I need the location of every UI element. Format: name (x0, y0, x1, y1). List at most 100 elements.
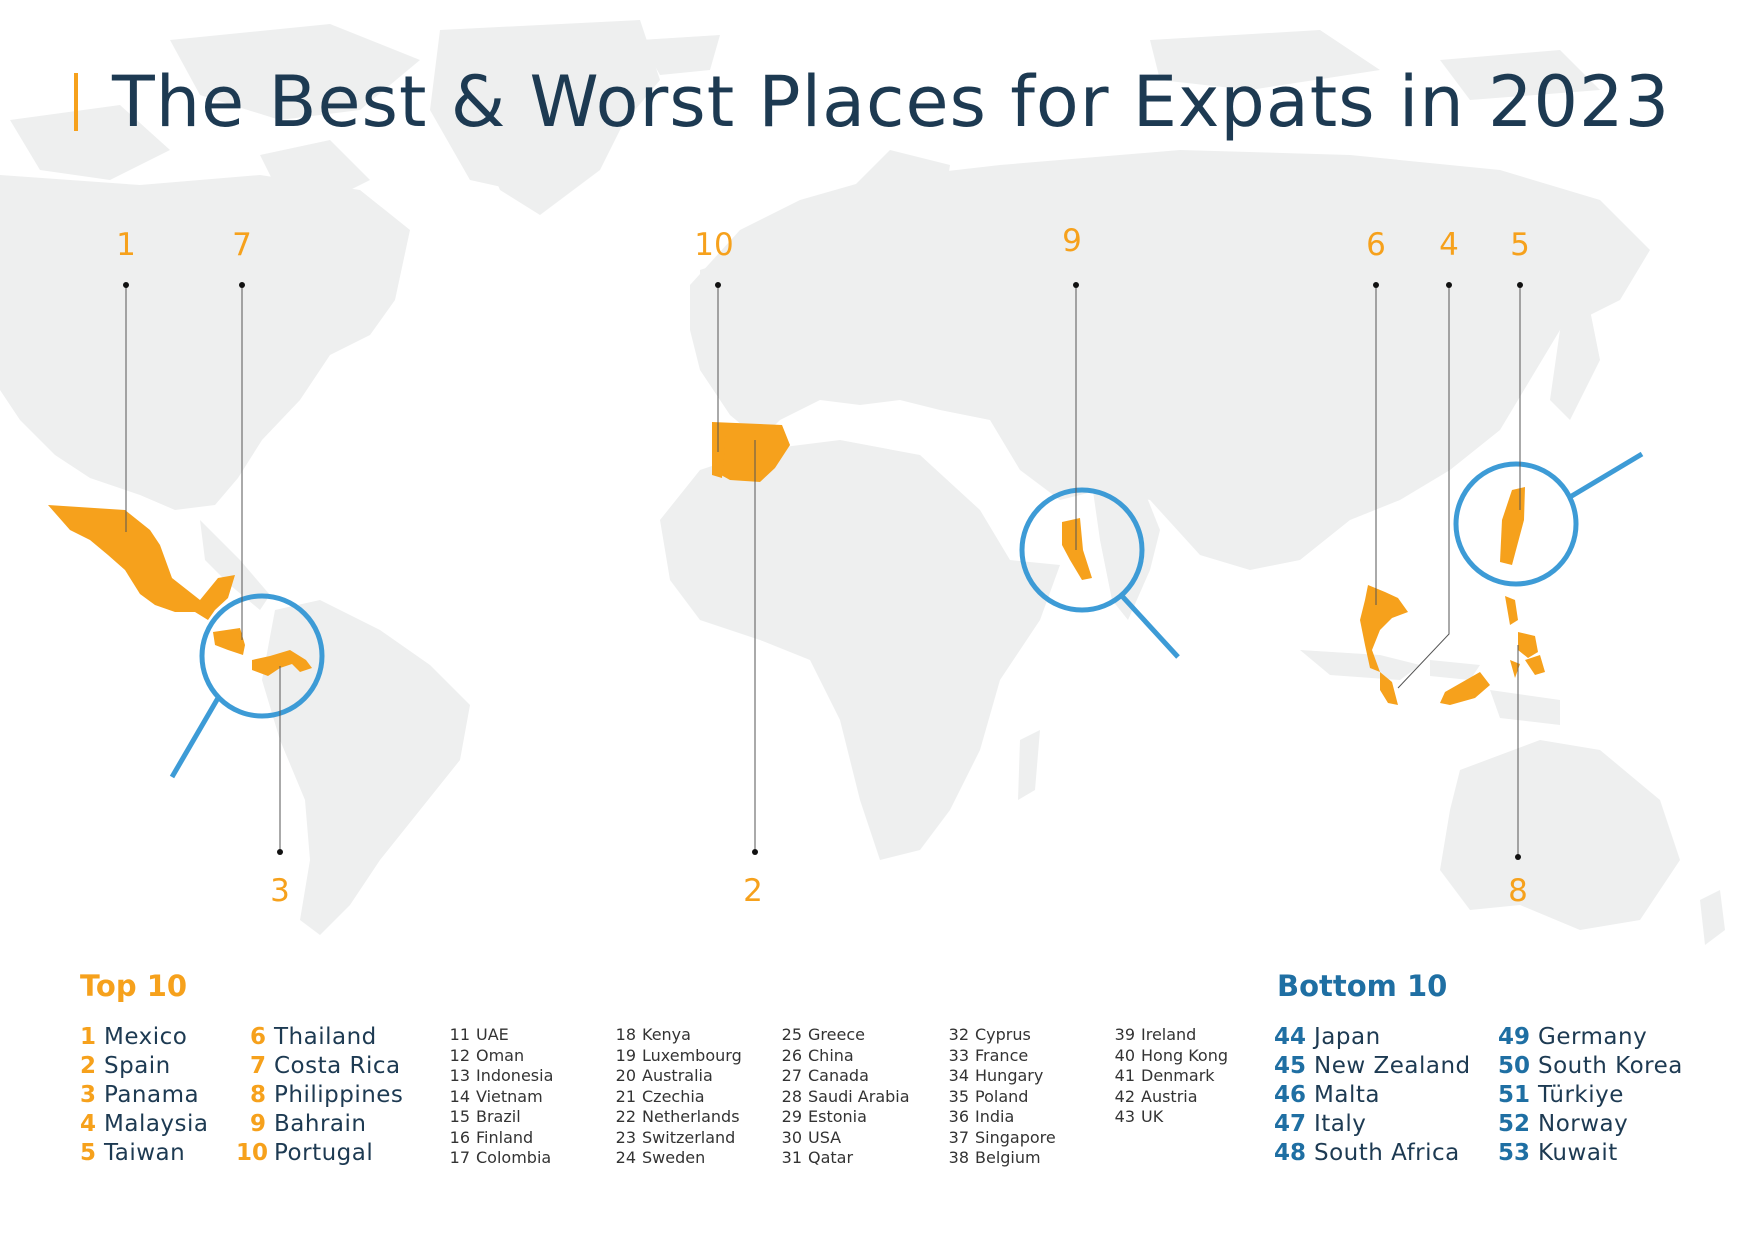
bottom-10-column-1: 44 Japan 45 New Zealand 46 Malta 47 Italy 48 Sout… (1266, 1024, 1471, 1169)
rank-number: 7 (249, 1053, 266, 1079)
ranking-row: 51 Türkiye (1490, 1082, 1683, 1111)
rank-number: 3 (79, 1082, 96, 1108)
rank-number: 48 (1273, 1140, 1306, 1166)
panama-shape (252, 650, 312, 676)
ranking-row: 29 Estonia (780, 1107, 910, 1128)
country-name: Switzerland (642, 1127, 736, 1147)
rank-number: 14 (449, 1086, 470, 1106)
country-name: Greece (808, 1025, 865, 1044)
rank-number: 50 (1497, 1053, 1530, 1079)
rank-number: 9 (249, 1111, 266, 1137)
country-name: Hong Kong (1141, 1045, 1228, 1065)
thailand-shape (1360, 585, 1408, 672)
country-name: Poland (975, 1086, 1029, 1106)
ranking-row: 33 France (947, 1046, 1056, 1067)
rank-number: 24 (615, 1148, 636, 1167)
country-name: Vietnam (476, 1086, 543, 1106)
ranks-32-38-column: 32 Cyprus 33 France 34 Hungary 35 Poland 36 India… (947, 1025, 1056, 1169)
page-title: The Best & Worst Places for Expats in 20… (112, 61, 1671, 143)
rank-number: 21 (615, 1086, 636, 1106)
ranking-row: 6 Thailand (236, 1024, 403, 1053)
rank-number: 19 (615, 1045, 636, 1065)
ranking-row: 27 Canada (780, 1066, 910, 1087)
ranking-row: 42 Austria (1113, 1087, 1228, 1108)
rank-number: 25 (781, 1025, 802, 1044)
rank-number: 40 (1114, 1045, 1135, 1065)
ranking-row: 14 Vietnam (448, 1087, 553, 1108)
rank-number: 41 (1114, 1066, 1135, 1085)
rank-number: 12 (449, 1045, 470, 1065)
country-name: Bahrain (274, 1111, 367, 1137)
country-name: Malta (1314, 1082, 1380, 1108)
country-name: Estonia (808, 1107, 867, 1126)
costa-rica-shape (213, 628, 245, 655)
country-name: Costa Rica (274, 1053, 401, 1079)
taiwan-shape (1500, 487, 1525, 565)
philippines-shape (1505, 596, 1545, 678)
country-name: Türkiye (1538, 1082, 1624, 1108)
country-name: Qatar (808, 1148, 854, 1167)
top-10-column-1: 1 Mexico 2 Spain 3 Panama 4 Malaysia 5 Taiwan (66, 1024, 209, 1169)
rank-number: 37 (948, 1127, 969, 1147)
rank-number: 28 (781, 1086, 802, 1106)
country-name: Taiwan (104, 1140, 186, 1166)
ranking-row: 20 Australia (614, 1066, 742, 1087)
rank-number: 10 (236, 1140, 269, 1166)
country-name: UK (1141, 1107, 1164, 1126)
ranks-18-24-column: 18 Kenya 19 Luxembourg 20 Australia 21 Czechia 2… (614, 1025, 742, 1169)
country-name: Philippines (274, 1082, 404, 1108)
map-rank-label-taiwan: 5 (1510, 227, 1530, 263)
world-map-land (0, 20, 1725, 945)
rank-number: 39 (1114, 1025, 1135, 1044)
map-rank-label-bahrain: 9 (1062, 223, 1082, 259)
ranking-row: 45 New Zealand (1266, 1053, 1471, 1082)
country-name: Singapore (975, 1127, 1056, 1147)
leader-line-taiwan (1517, 282, 1523, 510)
ranking-row: 2 Spain (66, 1053, 209, 1082)
rank-number: 42 (1114, 1086, 1135, 1106)
bottom-10-heading: Bottom 10 (1277, 969, 1448, 1003)
rank-number: 2 (79, 1053, 96, 1079)
rank-number: 47 (1273, 1111, 1306, 1137)
map-rank-label-panama: 3 (270, 873, 290, 909)
rank-number: 5 (79, 1140, 96, 1166)
ranking-row: 40 Hong Kong (1113, 1046, 1228, 1067)
country-name: Finland (476, 1127, 534, 1147)
ranking-row: 16 Finland (448, 1128, 553, 1149)
spain-shape (712, 422, 790, 482)
rank-number: 49 (1497, 1024, 1530, 1050)
ranks-39-43-column: 39 Ireland 40 Hong Kong 41 Denmark 42 Austria 43… (1113, 1025, 1228, 1128)
rank-number: 31 (781, 1148, 802, 1167)
rank-number: 13 (449, 1066, 470, 1085)
title-accent-bar (74, 73, 78, 131)
ranking-row: 41 Denmark (1113, 1066, 1228, 1087)
ranking-row: 30 USA (780, 1128, 910, 1149)
rank-number: 52 (1497, 1111, 1530, 1137)
rank-number: 36 (948, 1107, 969, 1126)
country-name: Kenya (642, 1025, 691, 1044)
ranking-row: 4 Malaysia (66, 1111, 209, 1140)
ranking-row: 22 Netherlands (614, 1107, 742, 1128)
rank-number: 34 (948, 1066, 969, 1085)
malaysia-shape (1380, 672, 1490, 705)
country-name: Italy (1314, 1111, 1367, 1137)
ranking-row: 53 Kuwait (1490, 1140, 1683, 1169)
ranking-row: 7 Costa Rica (236, 1053, 403, 1082)
ranking-row: 38 Belgium (947, 1148, 1056, 1169)
rank-number: 44 (1273, 1024, 1306, 1050)
leader-line-mexico (123, 282, 129, 532)
leader-line-bahrain (1073, 282, 1079, 550)
magnifier-lens-central-america (169, 593, 325, 779)
country-name: Norway (1538, 1111, 1629, 1137)
ranking-row: 46 Malta (1266, 1082, 1471, 1111)
map-rank-label-mexico: 1 (116, 227, 136, 263)
country-name: Kuwait (1538, 1140, 1618, 1166)
rank-number: 26 (781, 1045, 802, 1065)
ranking-row: 44 Japan (1266, 1024, 1471, 1053)
map-rank-label-thailand: 6 (1366, 227, 1386, 263)
country-name: Ireland (1141, 1025, 1197, 1044)
country-name: UAE (476, 1025, 509, 1044)
country-name: Malaysia (104, 1111, 209, 1137)
map-rank-label-costa-rica: 7 (232, 227, 252, 263)
